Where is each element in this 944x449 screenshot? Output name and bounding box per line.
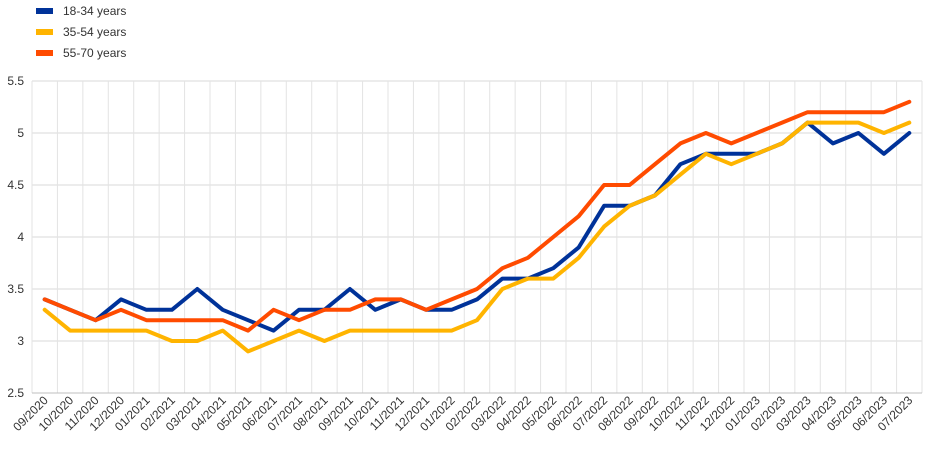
- y-tick-label: 5.5: [7, 74, 24, 88]
- legend-label-55-70: 55-70 years: [63, 45, 127, 60]
- y-tick-label: 5: [17, 126, 24, 140]
- legend: 18-34 years 35-54 years 55-70 years: [36, 0, 126, 63]
- legend-swatch-18-34: [36, 7, 53, 14]
- legend-item-55-70: 55-70 years: [36, 42, 126, 63]
- y-tick-label: 3: [17, 334, 24, 348]
- legend-item-35-54: 35-54 years: [36, 21, 126, 42]
- legend-label-18-34: 18-34 years: [63, 3, 127, 18]
- legend-swatch-55-70: [36, 49, 53, 56]
- legend-swatch-35-54: [36, 28, 53, 35]
- y-tick-label: 4.5: [7, 178, 24, 192]
- y-tick-label: 3.5: [7, 282, 24, 296]
- series-line-35-54-years: [42, 120, 912, 354]
- legend-item-18-34: 18-34 years: [36, 0, 126, 21]
- y-tick-label: 2.5: [7, 386, 24, 400]
- series-line-18-34-years: [42, 120, 912, 333]
- series-line-55-70-years: [42, 99, 912, 333]
- y-tick-label: 4: [17, 230, 24, 244]
- legend-label-35-54: 35-54 years: [63, 24, 127, 39]
